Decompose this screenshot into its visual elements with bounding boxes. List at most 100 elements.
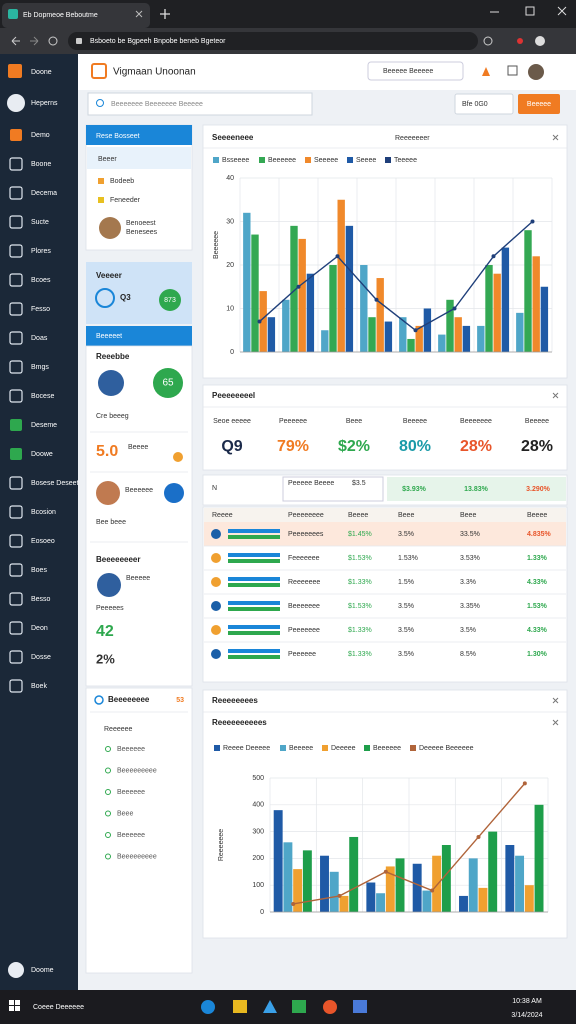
selected-item[interactable] <box>87 147 191 169</box>
search-box[interactable] <box>367 61 464 81</box>
bar <box>339 895 349 912</box>
kpi-card <box>202 384 568 471</box>
bar <box>477 325 485 352</box>
stats-value: 42 <box>96 623 114 640</box>
close-icon[interactable] <box>552 392 559 399</box>
new-tab[interactable] <box>160 9 170 19</box>
summary-values-bg <box>387 477 566 501</box>
bar <box>298 238 306 352</box>
taskbar-app[interactable] <box>263 1000 277 1013</box>
taskbar-app[interactable] <box>292 1000 306 1013</box>
summary-values: $3.93% 13.83% 3.290% <box>402 486 551 493</box>
profile-icon[interactable] <box>535 36 545 46</box>
table-header-cell: Beeee <box>527 512 547 519</box>
table-body: Reeee Peeeeeeee Beeee Beee Beee Beeee Peeeeeee… <box>204 512 566 659</box>
bar <box>515 855 525 912</box>
tab-close[interactable] <box>135 10 143 18</box>
avatar <box>97 573 121 597</box>
tab-icon <box>8 9 18 19</box>
url-field[interactable] <box>68 32 478 50</box>
menu-item[interactable]: Bosese Deseet <box>31 480 79 487</box>
summary-value: $3.93% <box>402 486 427 493</box>
back[interactable] <box>11 36 20 46</box>
menu-item[interactable]: Fesso <box>31 306 50 313</box>
item-label[interactable]: Feneeder <box>110 197 141 204</box>
menu-item[interactable]: Deseme <box>31 422 57 429</box>
bar <box>243 212 251 352</box>
point <box>430 888 435 893</box>
list-item[interactable]: Beeeeee <box>117 789 145 796</box>
menu-item[interactable]: Boek <box>31 683 47 690</box>
point <box>383 869 388 874</box>
menu-item[interactable]: Eosoeo <box>31 538 55 545</box>
sidebar-footer[interactable]: Doome <box>31 967 54 974</box>
menu-item[interactable]: Bmgs <box>31 364 49 371</box>
profile-avatar[interactable] <box>528 64 544 80</box>
page-title: Vigmaan Unoonan <box>113 67 196 78</box>
menu-item[interactable]: Bocese <box>31 393 54 400</box>
legend-swatch <box>410 745 416 751</box>
table-cell: $1.33% <box>348 579 372 586</box>
menu-item[interactable]: Bcosion <box>31 509 56 516</box>
bar <box>540 286 549 352</box>
button-group[interactable] <box>454 93 514 115</box>
taskbar-search[interactable]: Coeee Deeeeee <box>33 1004 84 1011</box>
list-item[interactable]: Beeeeee <box>117 832 145 839</box>
item-label[interactable]: Bodeeb <box>110 178 134 185</box>
active-tab[interactable] <box>2 3 150 28</box>
menu-item[interactable]: Bcoes <box>31 277 51 284</box>
legend-label: Beeeeee <box>268 157 296 164</box>
legend-swatch <box>214 745 220 751</box>
table-cell: Beeeeeee <box>288 603 320 610</box>
legend-swatch <box>259 157 265 163</box>
reload[interactable] <box>48 36 58 46</box>
bar <box>462 325 471 352</box>
menu-item[interactable]: Plores <box>31 248 51 255</box>
brand-icon <box>8 64 22 78</box>
taskbar-app[interactable] <box>201 1000 215 1014</box>
settings-icon[interactable] <box>507 65 518 76</box>
alert-icon[interactable] <box>482 67 490 76</box>
close-window[interactable] <box>557 6 567 16</box>
start-button[interactable] <box>9 1000 20 1011</box>
close-icon[interactable] <box>552 697 559 704</box>
taskbar-app[interactable] <box>353 1000 367 1013</box>
menu-item[interactable]: Dosse <box>31 654 51 661</box>
close-icon[interactable] <box>552 134 559 141</box>
summary-value: 3.290% <box>526 486 551 493</box>
menu-icon <box>10 448 22 460</box>
taskbar-app[interactable] <box>233 1000 247 1013</box>
menu-icon <box>9 476 23 490</box>
menu-item[interactable]: Boone <box>31 161 51 168</box>
menu-item[interactable]: Doowe <box>31 451 53 458</box>
legend-label: Bsseeee <box>222 157 249 164</box>
list-item[interactable]: Beee <box>117 810 133 817</box>
y-axis-label: Reeeeeee <box>218 829 225 861</box>
menu-item[interactable]: Besso <box>31 596 51 603</box>
taskbar-app[interactable] <box>323 1000 337 1014</box>
extension-icon[interactable] <box>517 38 523 44</box>
kpi-value: 28% <box>460 438 492 455</box>
extension-icon[interactable] <box>483 36 493 46</box>
avatar <box>96 481 120 505</box>
list-item[interactable]: Beeeeeeeee <box>117 853 157 860</box>
bar <box>532 256 540 352</box>
kpi-label: Beeeee <box>525 418 549 425</box>
menu-item[interactable]: Sucte <box>31 219 49 226</box>
close-icon[interactable] <box>552 719 559 726</box>
filter-input[interactable] <box>87 92 313 116</box>
footer-icon <box>8 962 24 978</box>
list-item[interactable]: Beeeeeeeee <box>117 767 157 774</box>
bar <box>321 330 329 352</box>
primary-button[interactable] <box>518 94 560 114</box>
menu-item[interactable]: Decema <box>31 190 57 197</box>
forward[interactable] <box>30 36 39 46</box>
filter-placeholder: Beeeeeee Beeeeeee Beeeee <box>111 101 203 108</box>
maximize[interactable] <box>525 6 535 16</box>
bar <box>345 225 354 352</box>
menu-item[interactable]: Demo <box>31 132 50 139</box>
menu-item[interactable]: Deon <box>31 625 48 632</box>
list-item[interactable]: Beeeeee <box>117 746 145 753</box>
menu-item[interactable]: Doas <box>31 335 48 342</box>
menu-item[interactable]: Boes <box>31 567 47 574</box>
